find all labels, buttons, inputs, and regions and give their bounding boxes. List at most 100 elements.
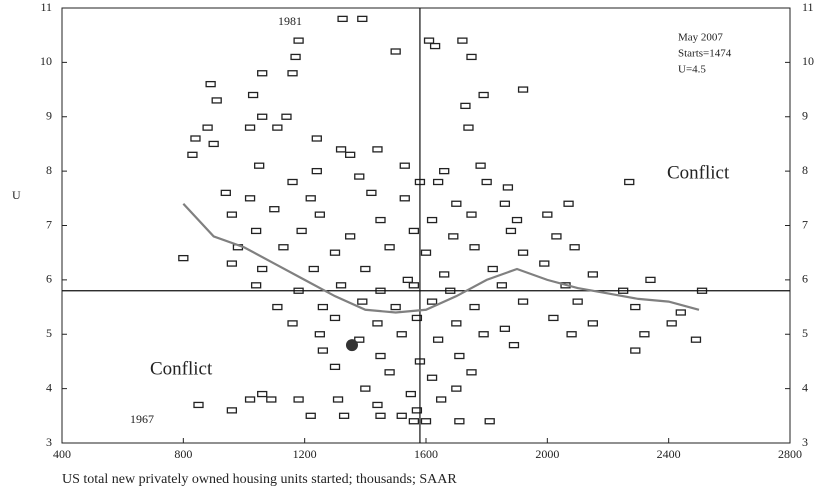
point [432,336,444,343]
note-line: May 2007 [678,32,723,44]
point [372,146,383,153]
point [250,227,262,235]
point [314,211,325,218]
point [487,265,498,273]
point [384,244,395,251]
point [517,249,529,256]
point [639,331,650,338]
point [630,303,641,311]
point [399,162,410,169]
point [205,80,216,88]
point [372,401,383,409]
y-axis-label: U [12,188,21,202]
point [587,320,598,327]
point [630,347,641,354]
point [405,390,416,398]
point [511,216,523,224]
point [296,227,307,235]
point [402,276,413,284]
point [466,369,477,376]
y-tick-label: 11 [40,0,52,14]
point [426,374,438,381]
point [220,189,231,197]
point [337,15,348,23]
y-tick-label-right: 4 [802,380,808,394]
x-tick-label: 1600 [414,447,438,461]
y-tick-label: 10 [40,54,52,68]
point [317,303,329,311]
y-tick-label: 4 [46,380,52,394]
point [293,396,304,403]
point [399,195,410,202]
point [466,211,477,218]
point [439,271,450,278]
point [287,70,298,77]
point [496,282,507,289]
point [366,189,377,197]
point [354,173,365,180]
y-tick-label-right: 11 [802,0,814,14]
point [408,282,420,289]
point [484,418,495,425]
point [426,216,438,224]
highlight-point [345,339,358,352]
point [478,91,489,99]
point [384,369,395,376]
point [569,244,580,251]
point [360,265,371,273]
point [354,336,365,343]
point [335,282,347,289]
point [499,200,511,207]
x-axis-label: US total new privately owned housing uni… [62,472,457,487]
point [572,298,583,305]
note-line: Starts=1474 [678,48,732,60]
point [187,151,198,158]
point [281,113,292,120]
point [244,124,256,131]
x-tick-label: 1200 [293,447,317,461]
point [426,298,438,305]
trend-line [182,203,700,314]
point [624,178,635,186]
point [481,178,492,186]
point [290,53,301,61]
point [247,91,259,99]
y-tick-label: 6 [46,272,52,286]
point [266,396,277,403]
point [551,233,562,240]
x-tick-label: 2400 [657,447,681,461]
point [502,184,514,191]
point [357,298,368,305]
point [244,195,256,202]
point [311,167,322,175]
point [226,211,238,218]
y-tick-label-right: 3 [802,435,808,449]
point [436,396,447,403]
point [338,412,350,419]
point [335,146,347,153]
point [293,37,304,44]
point [211,97,222,104]
point [287,178,298,186]
point [257,390,268,398]
point [396,412,407,419]
point [311,135,322,142]
y-tick-label: 3 [46,435,52,449]
point [457,37,468,44]
point [432,178,444,186]
point [190,135,201,142]
point [250,282,262,289]
annotation: 1981 [278,14,302,28]
point [675,309,686,316]
y-tick-label: 5 [46,326,52,340]
point [508,341,520,349]
point [278,244,289,251]
y-tick-label-right: 10 [802,54,814,68]
point [505,227,517,235]
point [448,233,459,240]
point [439,167,450,175]
point [499,325,511,332]
point [254,162,265,169]
point [396,331,407,338]
